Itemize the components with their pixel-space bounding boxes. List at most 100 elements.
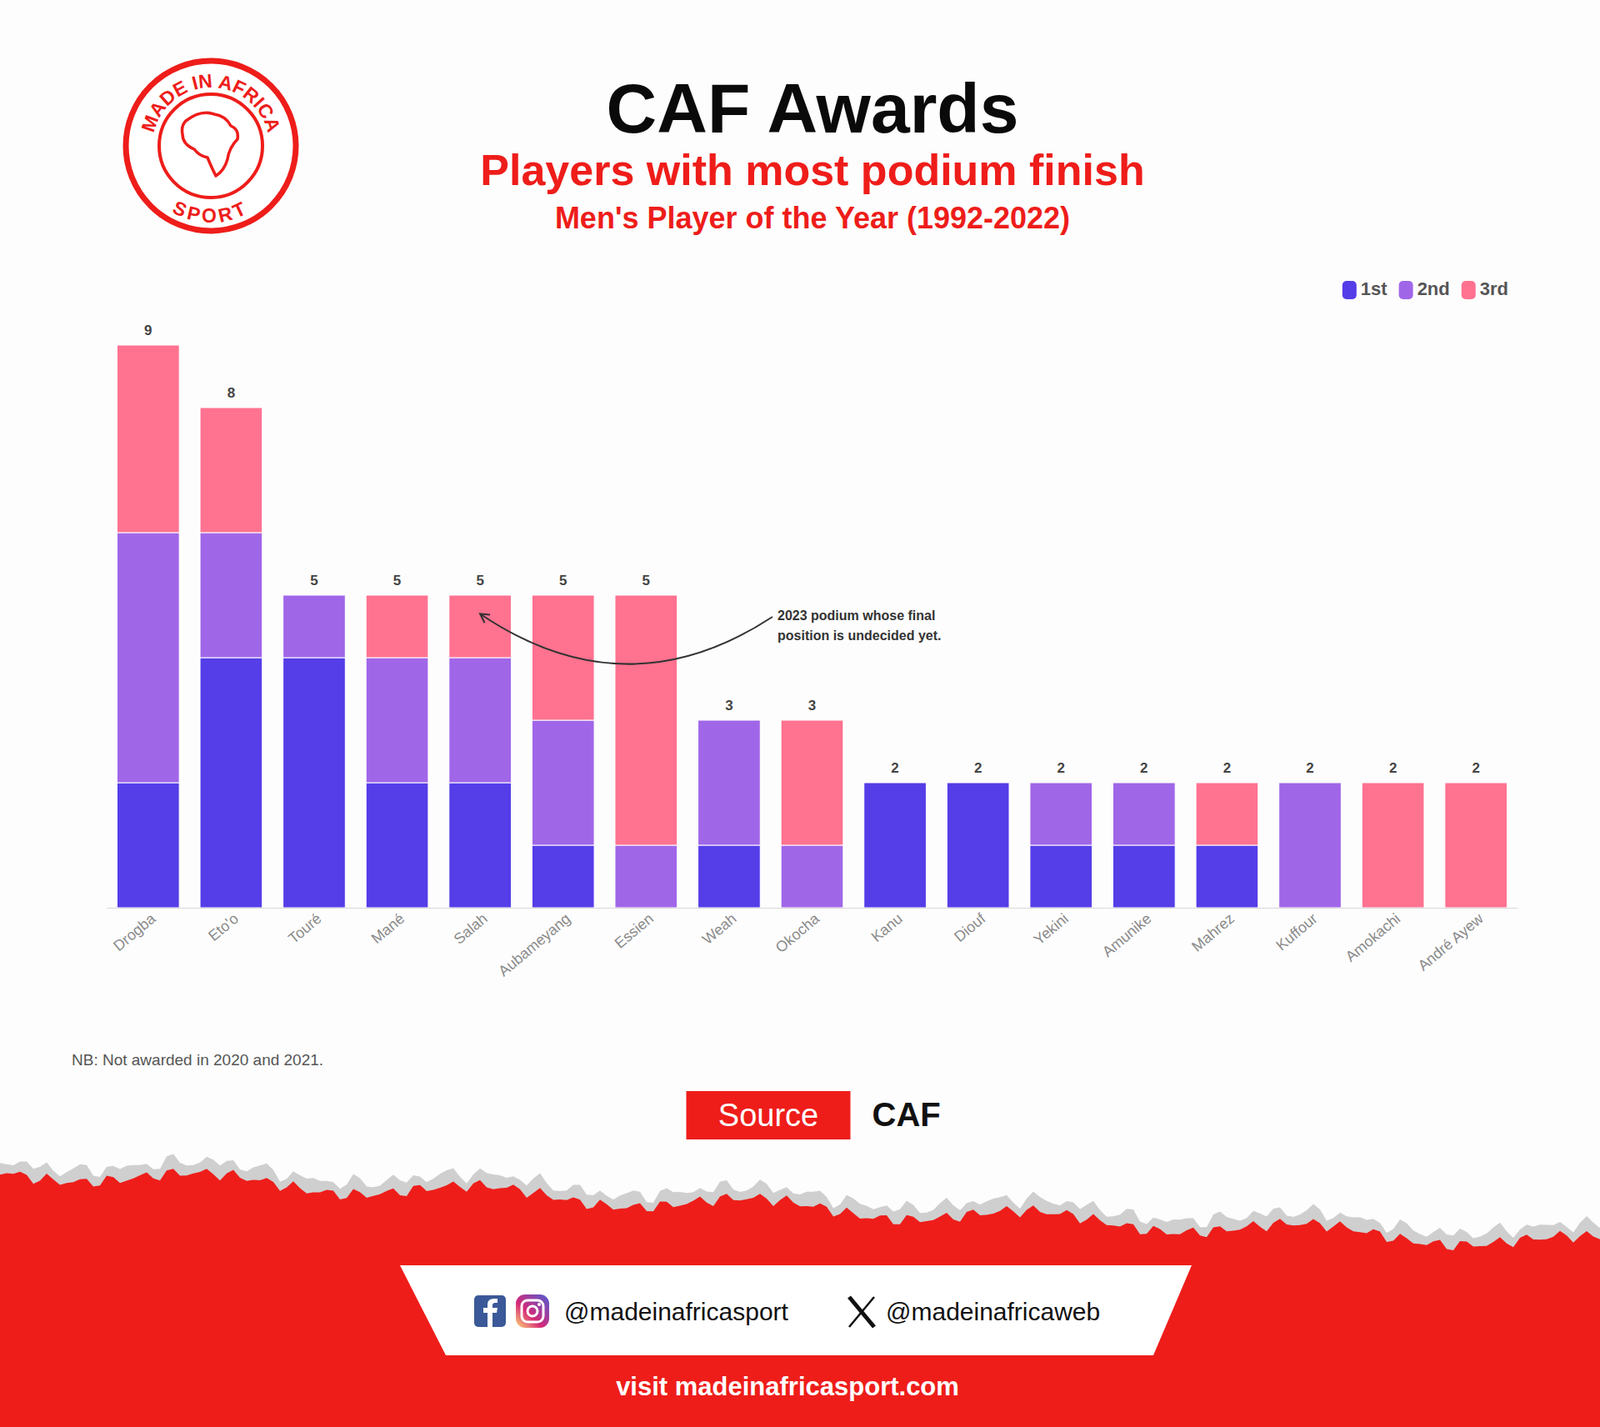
bar-segment: [780, 720, 844, 845]
x-tick-label: Diouf: [950, 909, 990, 945]
bar-segment: [200, 532, 263, 658]
legend-swatch: [1461, 280, 1476, 300]
bar-segment: [1361, 782, 1425, 908]
x-tick: Aubameyang: [495, 910, 574, 980]
bar-segment: [946, 782, 1010, 908]
x-tick-label: Kuffour: [1273, 910, 1321, 954]
bar-segment: [283, 657, 346, 908]
x-tick-label: Okocha: [772, 909, 824, 956]
bar-segment: [116, 782, 180, 908]
total-label: 5: [393, 572, 401, 589]
x-tick: Diouf: [950, 909, 990, 945]
bar-segment: [531, 595, 595, 720]
bars: [116, 345, 1507, 908]
bar-segment: [1113, 782, 1176, 784]
total-label: 2: [1471, 760, 1480, 776]
x-tick-label: André Ayew: [1415, 909, 1488, 974]
total-label: 2: [1057, 760, 1065, 776]
x-icon: [849, 1296, 875, 1327]
source-value: CAF: [872, 1095, 941, 1133]
instagram-icon: [515, 1294, 550, 1328]
total-label: 2: [1140, 760, 1148, 776]
chart-subtitle: Players with most podium finish: [480, 145, 1145, 195]
total-label: 5: [642, 572, 650, 589]
bar-segment: [449, 657, 512, 783]
x-tick: Mané: [368, 910, 408, 947]
x-tick: Drogba: [110, 909, 160, 955]
x-tick-label: Aubameyang: [495, 910, 574, 980]
bar-segment: [946, 782, 1010, 784]
bar-series: [116, 657, 1258, 908]
total-label: 3: [725, 697, 733, 714]
total-label: 3: [808, 697, 816, 714]
total-label: 8: [227, 385, 235, 401]
bar-segment: [1279, 782, 1342, 908]
x-tick: Mahrez: [1188, 910, 1238, 955]
bar-segment: [946, 782, 1010, 784]
total-label: 2: [1305, 760, 1314, 776]
legend-item: 1st: [1342, 278, 1388, 300]
x-tick-label: Kanu: [868, 910, 906, 945]
x-tick-label: Eto'o: [205, 910, 242, 945]
facebook-icon-f: [483, 1298, 498, 1327]
totals: 98555553322222222: [144, 322, 1480, 776]
chart-page: MADE IN AFRICASPORT CAF AwardsPlayers wit…: [0, 0, 1600, 1427]
annotation-arrow: [480, 614, 773, 665]
torn-edge: [0, 1153, 1600, 1427]
source-label: Source: [718, 1097, 819, 1133]
bar-segment: [365, 595, 429, 658]
x-axis: DrogbaEto'oTouréManéSalahAubameyangEssie…: [107, 908, 1519, 980]
x-tick: Okocha: [772, 909, 824, 956]
x-tick: Kuffour: [1273, 910, 1321, 954]
source-box: [686, 1090, 851, 1140]
bar-segment: [200, 407, 263, 533]
bar-segment: [365, 782, 429, 908]
logo-text: SPORT: [169, 195, 252, 227]
x-tick: Amunike: [1099, 910, 1155, 960]
x-tick-label: Drogba: [110, 909, 160, 955]
legend: 1st2nd3rd: [1342, 278, 1509, 300]
bar-segment: [1030, 845, 1093, 908]
bar-segment: [116, 532, 180, 783]
bar-segment: [531, 845, 595, 908]
x-tick-label: Mahrez: [1188, 910, 1238, 955]
logo: MADE IN AFRICASPORT: [125, 60, 296, 231]
bar-segment: [531, 720, 595, 845]
x-tick-label: Salah: [450, 910, 491, 948]
x-tick-label: Amokachi: [1342, 910, 1404, 965]
bar-segment: [283, 595, 346, 596]
x-tick-label: Yekini: [1030, 910, 1072, 949]
bar-segment: [365, 657, 429, 783]
legend-label: 2nd: [1417, 278, 1450, 300]
instagram-icon-lens: [527, 1305, 538, 1316]
legend-swatch: [1342, 280, 1357, 300]
x-tick: Eto'o: [205, 910, 242, 945]
bar-segment: [1195, 782, 1259, 845]
bar-segment: [780, 845, 844, 908]
bar-segment: [1030, 782, 1093, 845]
facebook-icon: [474, 1295, 506, 1327]
bar-segment: [1030, 782, 1093, 784]
x-tick-label: Essien: [611, 910, 657, 952]
x-tick-label: Weah: [699, 910, 740, 948]
x-tick-label: Mané: [368, 910, 408, 947]
bar-segment: [698, 720, 761, 721]
total-label: 5: [310, 572, 318, 589]
total-label: 5: [559, 572, 567, 589]
bar-segment: [698, 845, 761, 908]
bar-segment: [1279, 782, 1342, 784]
bar-segment: [1113, 845, 1176, 908]
bar-segment: [200, 657, 263, 908]
total-label: 2: [890, 760, 899, 776]
x-tick: Essien: [611, 910, 657, 952]
total-label: 2: [974, 760, 982, 776]
x-tick: André Ayew: [1415, 909, 1488, 974]
x-tick: Yekini: [1030, 910, 1072, 949]
footer-band: [0, 1168, 1600, 1427]
bar-segment: [864, 782, 927, 784]
chart-subtitle: Men's Player of the Year (1992-2022): [555, 200, 1070, 235]
bar-series: [116, 345, 1507, 908]
chart-title: CAF Awards: [606, 69, 1020, 148]
x-tick: Kanu: [868, 910, 906, 945]
bar-series: [116, 532, 1341, 908]
